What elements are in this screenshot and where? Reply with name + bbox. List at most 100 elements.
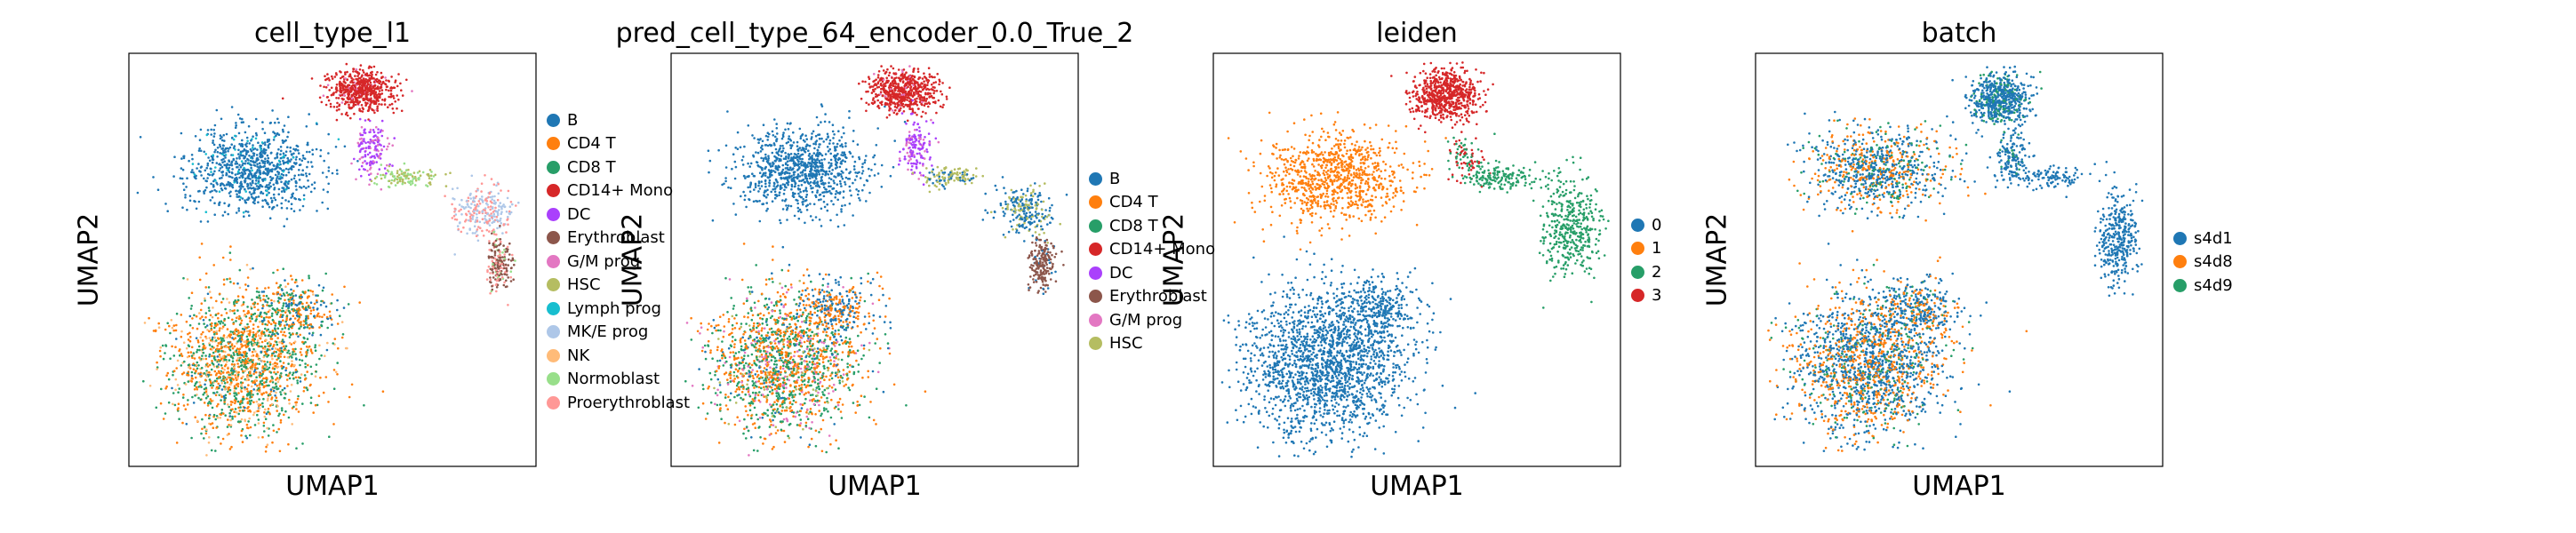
point [414, 179, 418, 182]
point [764, 165, 767, 169]
point [316, 294, 319, 298]
point [799, 135, 803, 138]
point [800, 179, 803, 182]
point [344, 73, 347, 76]
point [470, 213, 473, 217]
point [287, 442, 290, 446]
point [190, 291, 194, 295]
point [230, 162, 233, 164]
point [220, 346, 223, 348]
point [317, 283, 321, 287]
point [225, 132, 228, 136]
point [210, 133, 212, 136]
point [780, 155, 783, 157]
point [246, 306, 249, 308]
point [204, 357, 208, 361]
point [283, 294, 286, 297]
point [309, 402, 313, 404]
point [491, 221, 493, 225]
legend-swatch [547, 301, 560, 315]
point [197, 372, 200, 375]
point [340, 336, 344, 339]
point [344, 91, 347, 93]
point [252, 146, 254, 149]
point [354, 91, 357, 94]
point [278, 309, 282, 312]
point [247, 376, 250, 378]
point [311, 325, 314, 329]
point [337, 97, 340, 99]
point [217, 342, 220, 345]
point [233, 354, 236, 356]
point [239, 150, 243, 154]
point [157, 322, 160, 325]
point [371, 108, 374, 112]
point [276, 405, 279, 408]
point [828, 139, 832, 142]
point [835, 163, 838, 167]
point [760, 156, 763, 160]
point [319, 148, 323, 152]
point [299, 163, 302, 166]
point [187, 344, 190, 347]
point [367, 145, 371, 148]
point [221, 298, 225, 300]
point [304, 365, 308, 369]
point [226, 434, 229, 436]
point [844, 145, 847, 147]
point [210, 171, 212, 173]
point [221, 437, 225, 441]
point [812, 161, 814, 164]
point [276, 410, 279, 412]
point [295, 331, 299, 335]
point [196, 348, 199, 352]
point [208, 309, 211, 313]
point [292, 332, 294, 336]
point [488, 230, 491, 233]
point [475, 195, 478, 198]
point [279, 175, 282, 178]
point [291, 154, 293, 156]
point [329, 314, 332, 318]
point [260, 150, 263, 153]
point [235, 370, 238, 373]
point [496, 259, 499, 261]
point [190, 171, 193, 174]
point [343, 102, 347, 106]
point [241, 150, 244, 153]
point [843, 153, 845, 155]
point [275, 179, 278, 182]
point [820, 162, 824, 164]
point [212, 362, 215, 366]
point [294, 369, 298, 371]
point [840, 154, 843, 156]
point [300, 347, 303, 351]
point [346, 114, 349, 117]
point [370, 101, 373, 104]
point [219, 322, 222, 325]
point [204, 299, 206, 302]
point [267, 397, 269, 401]
point [229, 281, 232, 283]
point [788, 166, 792, 170]
point [231, 154, 235, 156]
point [185, 346, 188, 350]
point [308, 345, 311, 348]
legend-label: NK [567, 346, 590, 365]
point [279, 391, 282, 394]
point [810, 167, 812, 171]
point [267, 408, 270, 410]
point [491, 207, 494, 210]
point [456, 187, 459, 190]
point [255, 179, 258, 182]
point [273, 187, 276, 191]
point [253, 306, 256, 309]
point [300, 296, 304, 298]
point [259, 313, 262, 316]
point [805, 143, 809, 147]
point [277, 147, 280, 151]
point [258, 383, 261, 386]
point [756, 163, 759, 167]
point [770, 190, 772, 194]
point [827, 149, 830, 153]
